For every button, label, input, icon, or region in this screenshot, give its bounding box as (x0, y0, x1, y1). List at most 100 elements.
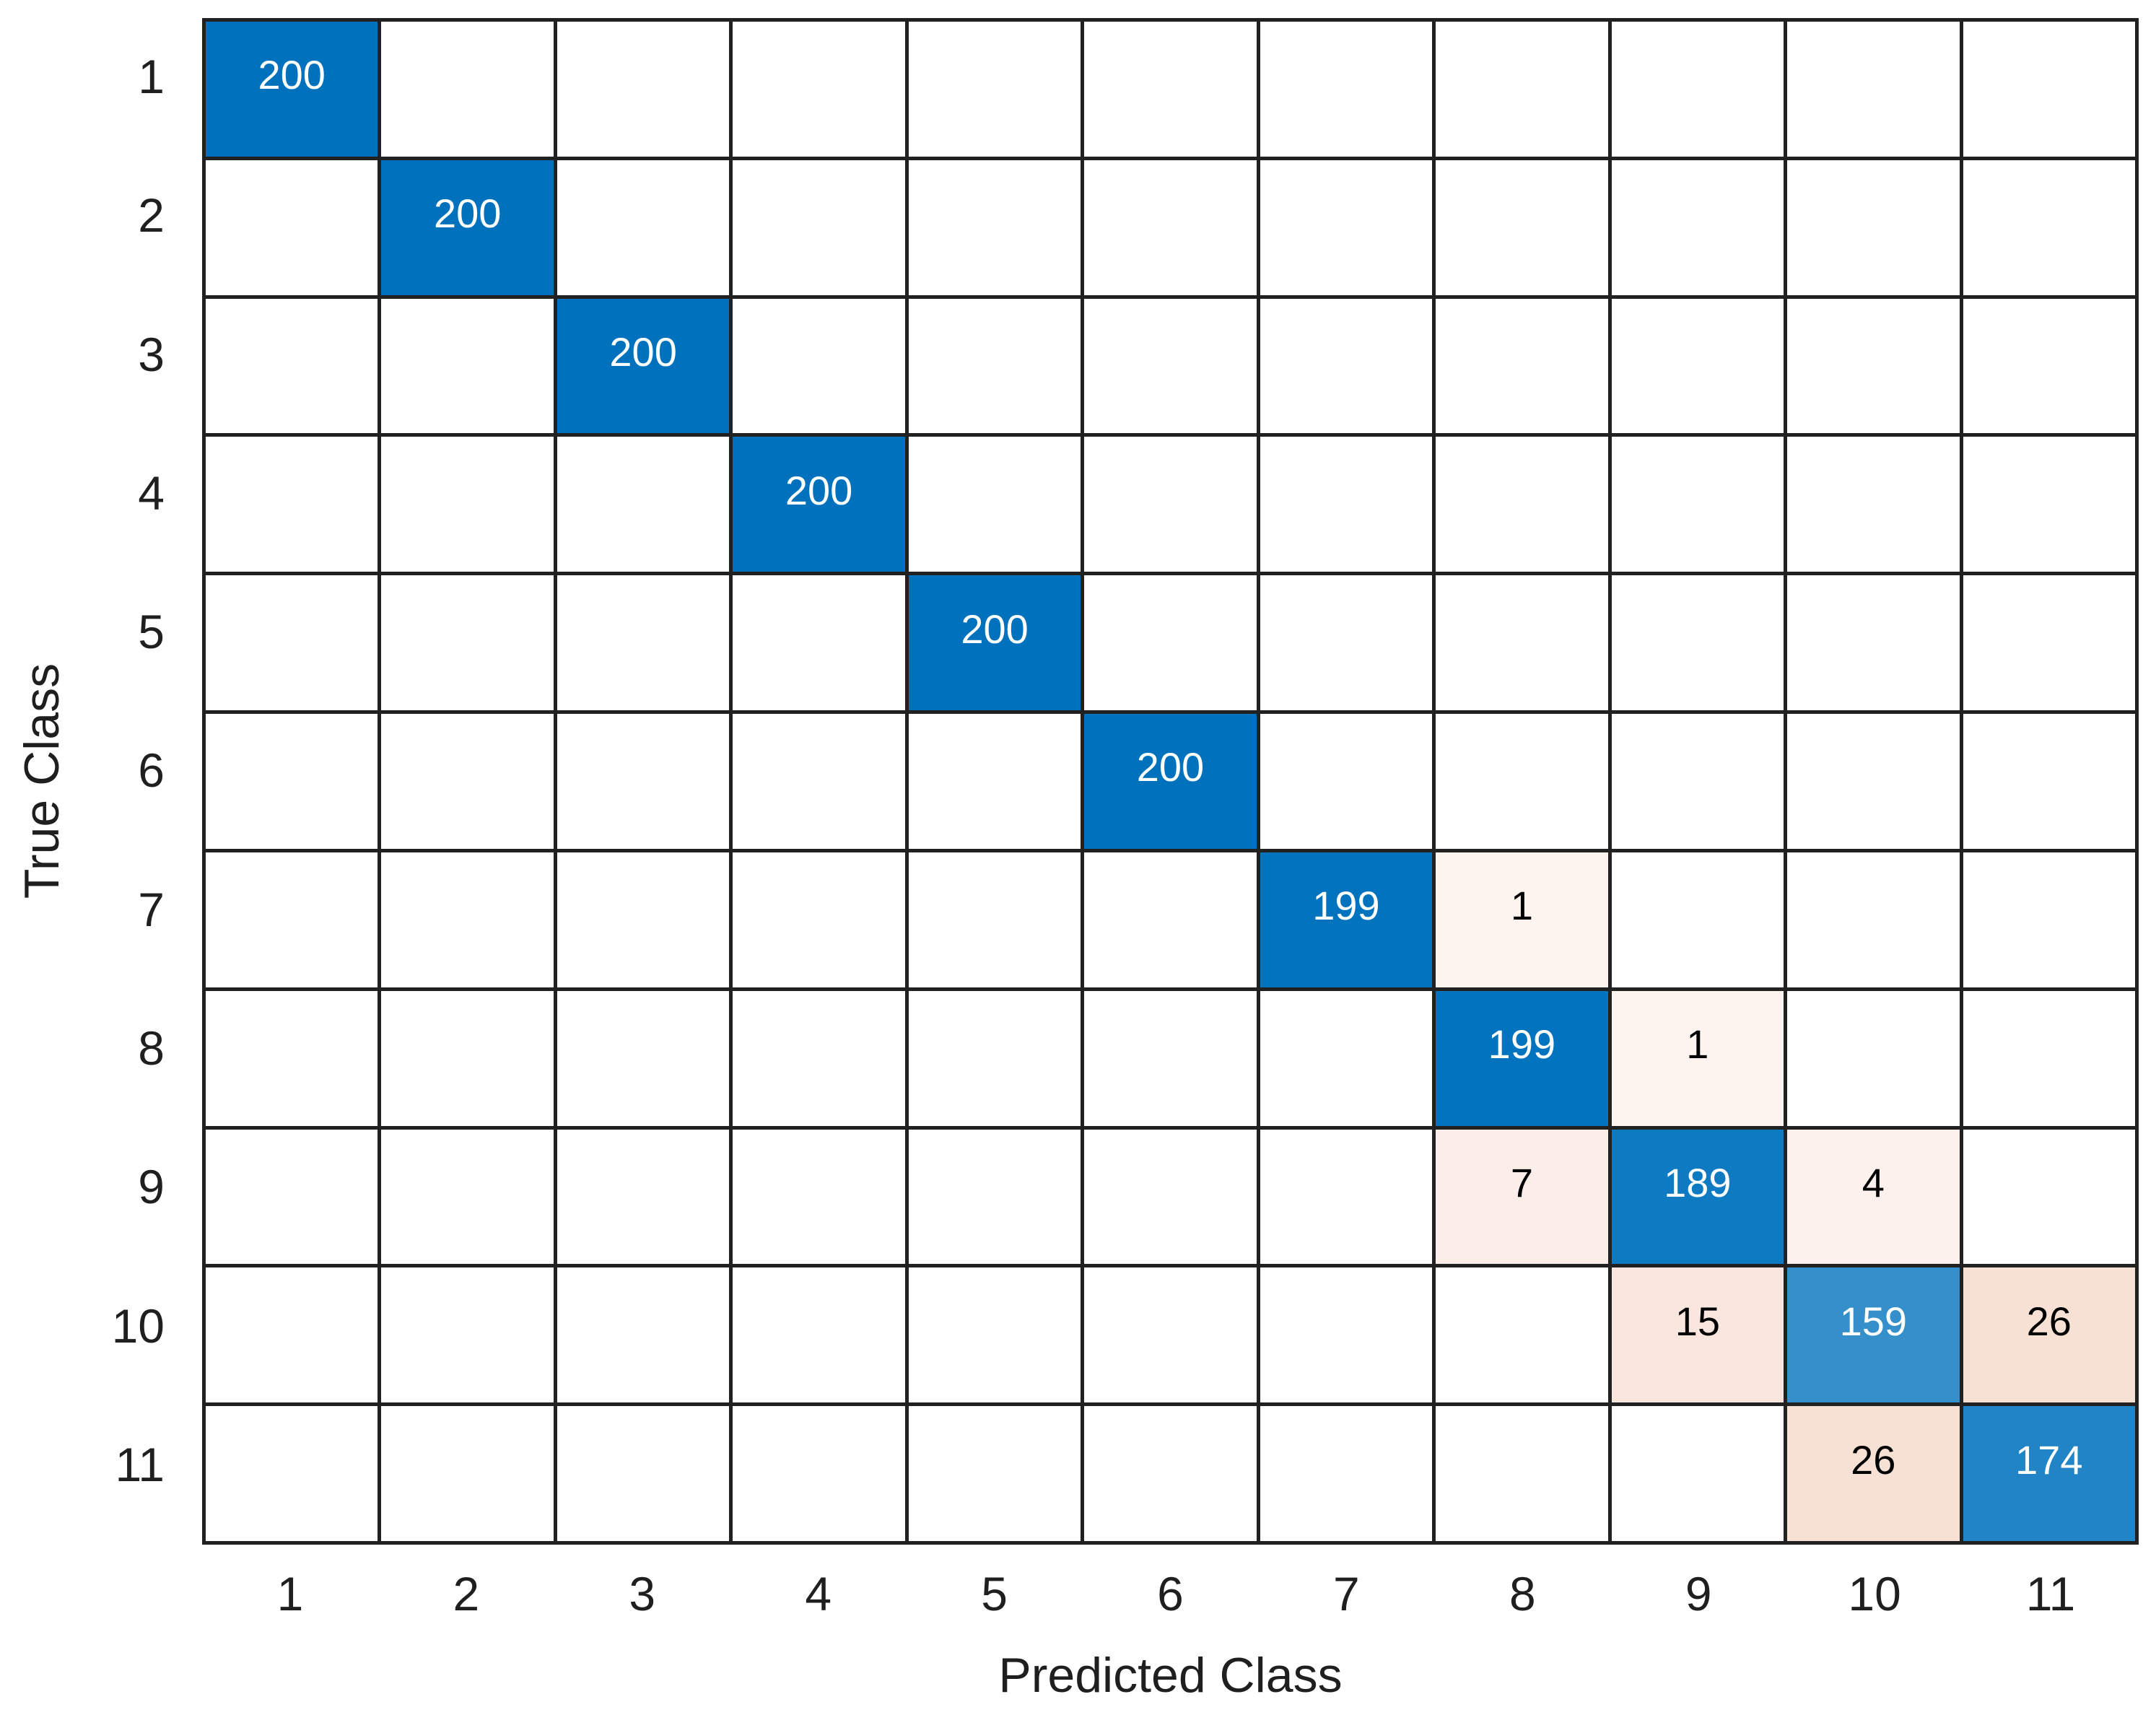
matrix-cell-r9c9: 189 (1611, 1129, 1784, 1265)
matrix-cell-r7c10 (1787, 852, 1960, 987)
matrix-cell-r7c2 (381, 852, 554, 987)
matrix-cell-r7c3 (557, 852, 730, 987)
matrix-cell-r11c3 (557, 1406, 730, 1541)
matrix-cell-r3c5 (908, 298, 1081, 434)
y-tick-label-7: 7 (138, 882, 165, 936)
matrix-cell-r4c6 (1084, 437, 1257, 572)
x-tick-label-4: 4 (805, 1567, 832, 1620)
x-tick-label-7: 7 (1333, 1567, 1360, 1620)
matrix-cell-r2c11 (1963, 160, 2135, 295)
matrix-cell-r6c4 (733, 714, 905, 849)
matrix-cell-r8c2 (381, 990, 554, 1126)
matrix-cell-r11c4 (733, 1406, 905, 1541)
x-tick-label-11: 11 (2025, 1567, 2076, 1620)
y-tick-label-10: 10 (111, 1299, 165, 1353)
matrix-cell-r11c2 (381, 1406, 554, 1541)
matrix-cell-r1c10 (1787, 22, 1960, 157)
x-axis-title: Predicted Class (998, 1648, 1343, 1703)
matrix-cell-r6c5 (908, 714, 1081, 849)
matrix-cell-r5c8 (1436, 575, 1608, 711)
matrix-cell-r1c3 (557, 22, 730, 157)
matrix-cell-r5c11 (1963, 575, 2135, 711)
x-tick-label-10: 10 (1848, 1567, 1901, 1620)
matrix-cell-r1c4 (733, 22, 905, 157)
matrix-cell-r8c5 (908, 990, 1081, 1126)
matrix-cell-r11c9 (1611, 1406, 1784, 1541)
matrix-cell-r10c1 (206, 1267, 378, 1403)
confusion-grid: 200 200 200 200 200 200 199 1 199 1 7 189 4 15 159 26 26… (202, 18, 2139, 1545)
matrix-cell-r3c10 (1787, 298, 1960, 434)
matrix-cell-r7c8: 1 (1436, 852, 1608, 987)
matrix-cell-r5c1 (206, 575, 378, 711)
matrix-cell-r9c6 (1084, 1129, 1257, 1265)
x-tick-label-1: 1 (276, 1567, 304, 1620)
matrix-cell-r3c6 (1084, 298, 1257, 434)
matrix-cell-r10c9: 15 (1611, 1267, 1784, 1403)
matrix-cell-r6c3 (557, 714, 730, 849)
matrix-cell-r5c5: 200 (908, 575, 1081, 711)
matrix-cell-r8c9: 1 (1611, 990, 1784, 1126)
matrix-cell-r4c10 (1787, 437, 1960, 572)
y-tick-label-4: 4 (138, 466, 165, 520)
matrix-cell-r6c9 (1611, 714, 1784, 849)
matrix-cell-r1c6 (1084, 22, 1257, 157)
matrix-cell-r2c9 (1611, 160, 1784, 295)
matrix-cell-r3c2 (381, 298, 554, 434)
matrix-cell-r10c6 (1084, 1267, 1257, 1403)
matrix-cell-r10c10: 159 (1787, 1267, 1960, 1403)
matrix-cell-r7c5 (908, 852, 1081, 987)
matrix-cell-r11c8 (1436, 1406, 1608, 1541)
matrix-cell-r2c8 (1436, 160, 1608, 295)
matrix-cell-r8c10 (1787, 990, 1960, 1126)
matrix-cell-r11c5 (908, 1406, 1081, 1541)
x-tick-label-8: 8 (1509, 1567, 1536, 1620)
matrix-cell-r9c8: 7 (1436, 1129, 1608, 1265)
matrix-cell-r3c9 (1611, 298, 1784, 434)
y-tick-label-5: 5 (138, 605, 165, 659)
matrix-cell-r8c4 (733, 990, 905, 1126)
matrix-cell-r4c4: 200 (733, 437, 905, 572)
matrix-cell-r4c3 (557, 437, 730, 572)
matrix-cell-r7c7: 199 (1260, 852, 1433, 987)
matrix-cell-r9c4 (733, 1129, 905, 1265)
matrix-cell-r7c6 (1084, 852, 1257, 987)
x-tick-label-5: 5 (981, 1567, 1008, 1620)
matrix-cell-r1c5 (908, 22, 1081, 157)
matrix-cell-r9c3 (557, 1129, 730, 1265)
matrix-cell-r2c5 (908, 160, 1081, 295)
matrix-cell-r5c7 (1260, 575, 1433, 711)
y-tick-label-8: 8 (138, 1021, 165, 1075)
matrix-cell-r2c3 (557, 160, 730, 295)
matrix-cell-r3c11 (1963, 298, 2135, 434)
matrix-cell-r9c11 (1963, 1129, 2135, 1265)
matrix-cell-r2c10 (1787, 160, 1960, 295)
matrix-cell-r7c11 (1963, 852, 2135, 987)
matrix-cell-r6c8 (1436, 714, 1608, 849)
matrix-cell-r4c2 (381, 437, 554, 572)
matrix-cell-r2c6 (1084, 160, 1257, 295)
y-tick-label-6: 6 (138, 743, 165, 798)
matrix-cell-r1c2 (381, 22, 554, 157)
matrix-cell-r2c4 (733, 160, 905, 295)
y-tick-label-1: 1 (138, 50, 165, 104)
matrix-cell-r3c8 (1436, 298, 1608, 434)
matrix-cell-r3c3: 200 (557, 298, 730, 434)
matrix-cell-r6c6: 200 (1084, 714, 1257, 849)
matrix-cell-r10c3 (557, 1267, 730, 1403)
matrix-cell-r4c7 (1260, 437, 1433, 572)
matrix-cell-r7c9 (1611, 852, 1784, 987)
matrix-cell-r8c6 (1084, 990, 1257, 1126)
matrix-cell-r8c3 (557, 990, 730, 1126)
matrix-cell-r9c1 (206, 1129, 378, 1265)
matrix-cell-r6c2 (381, 714, 554, 849)
y-tick-label-3: 3 (138, 327, 165, 381)
x-tick-label-6: 6 (1157, 1567, 1184, 1620)
matrix-cell-r10c8 (1436, 1267, 1608, 1403)
y-tick-label-11: 11 (115, 1437, 165, 1491)
matrix-cell-r10c11: 26 (1963, 1267, 2135, 1403)
x-tick-label-3: 3 (629, 1567, 656, 1620)
matrix-cell-r8c11 (1963, 990, 2135, 1126)
matrix-cell-r7c1 (206, 852, 378, 987)
matrix-cell-r2c7 (1260, 160, 1433, 295)
matrix-cell-r6c11 (1963, 714, 2135, 849)
